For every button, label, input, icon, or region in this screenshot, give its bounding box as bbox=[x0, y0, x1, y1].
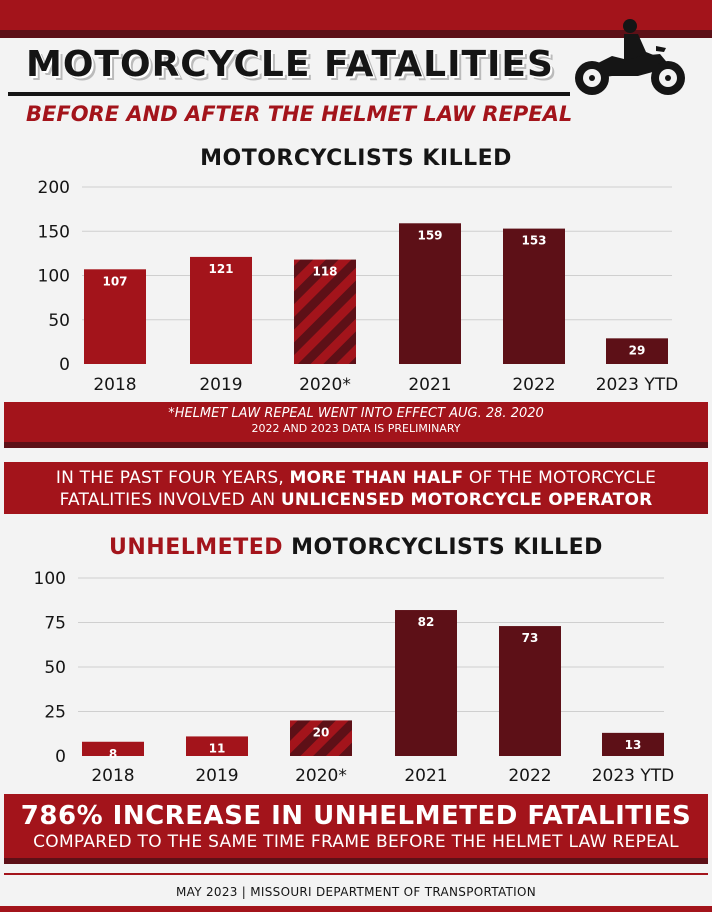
summary-subline: COMPARED TO THE SAME TIME FRAME BEFORE T… bbox=[33, 832, 679, 852]
bar-value-label: 107 bbox=[102, 274, 127, 288]
y-tick-label: 0 bbox=[59, 355, 70, 375]
x-category-label: 2022 bbox=[512, 375, 555, 395]
page-subtitle: BEFORE AND AFTER THE HELMET LAW REPEAL bbox=[26, 102, 573, 126]
bar-value-label: 8 bbox=[109, 747, 117, 761]
y-tick-label: 75 bbox=[44, 614, 66, 634]
y-tick-label: 50 bbox=[48, 311, 70, 331]
chart1-motorcyclists-killed: 0 50 100 150 200 107 2018 121 2019 118 2020* 159 202… bbox=[38, 178, 679, 395]
x-category-label: 2021 bbox=[404, 766, 447, 786]
title-underline bbox=[8, 92, 570, 96]
y-tick-label: 25 bbox=[44, 703, 66, 723]
y-tick-label: 100 bbox=[38, 267, 70, 287]
top-banner-stripe bbox=[0, 30, 712, 38]
callout-emphasis: MORE THAN HALF bbox=[289, 468, 464, 488]
bar-value-label: 118 bbox=[312, 265, 337, 279]
x-category-label: 2019 bbox=[199, 375, 242, 395]
callout-text: OF THE MOTORCYCLE bbox=[463, 468, 657, 488]
chart2-unhelmeted-killed: 0 25 50 75 100 8 2018 11 2019 20 2020* 82 2021 73 2022… bbox=[34, 569, 675, 786]
y-tick-label: 50 bbox=[44, 658, 66, 678]
bar bbox=[602, 732, 664, 756]
bar-value-label: 159 bbox=[417, 228, 442, 242]
x-category-label: 2018 bbox=[93, 375, 136, 395]
x-category-label: 2023 YTD bbox=[592, 766, 675, 786]
bar bbox=[294, 259, 356, 364]
bar bbox=[82, 741, 144, 756]
summary-band: 786% INCREASE IN UNHELMETED FATALITIES C… bbox=[4, 794, 708, 858]
chart2-title-rest: MOTORCYCLISTS KILLED bbox=[282, 535, 603, 560]
note-preliminary: 2022 AND 2023 DATA IS PRELIMINARY bbox=[251, 422, 461, 435]
summary-band-stripe bbox=[4, 858, 708, 864]
bar-value-label: 73 bbox=[522, 631, 539, 645]
footer-credit: MAY 2023 | MISSOURI DEPARTMENT OF TRANSP… bbox=[175, 885, 537, 899]
bar bbox=[395, 610, 457, 756]
bar bbox=[499, 626, 561, 756]
bar-value-label: 20 bbox=[313, 725, 330, 739]
bar-value-label: 13 bbox=[625, 738, 642, 752]
bar bbox=[290, 720, 352, 756]
x-category-label: 2018 bbox=[91, 766, 134, 786]
x-category-label: 2022 bbox=[508, 766, 551, 786]
x-category-label: 2023 YTD bbox=[596, 375, 679, 395]
footer-rule bbox=[4, 873, 708, 875]
notes-band: *HELMET LAW REPEAL WENT INTO EFFECT AUG.… bbox=[4, 402, 708, 442]
top-banner bbox=[0, 0, 712, 30]
bar-value-label: 29 bbox=[629, 343, 646, 357]
x-category-label: 2020* bbox=[295, 766, 347, 786]
notes-band-stripe bbox=[4, 442, 708, 448]
bar bbox=[606, 338, 668, 364]
bar bbox=[190, 256, 252, 364]
callout-band: IN THE PAST FOUR YEARS, MORE THAN HALF O… bbox=[4, 462, 708, 514]
bar-value-label: 153 bbox=[521, 234, 546, 248]
page-title: MOTORCYCLE FATALITIES bbox=[26, 44, 554, 85]
x-category-label: 2021 bbox=[408, 375, 451, 395]
bar bbox=[186, 736, 248, 756]
chart2-title: UNHELMETED MOTORCYCLISTS KILLED bbox=[0, 535, 712, 560]
x-category-label: 2019 bbox=[195, 766, 238, 786]
callout-text: IN THE PAST FOUR YEARS, bbox=[55, 468, 290, 488]
bar-value-label: 11 bbox=[209, 741, 226, 755]
callout-emphasis: UNLICENSED MOTORCYCLE OPERATOR bbox=[280, 490, 653, 510]
bar-value-label: 121 bbox=[208, 262, 233, 276]
note-repeal-date: *HELMET LAW REPEAL WENT INTO EFFECT AUG.… bbox=[168, 406, 544, 421]
summary-headline: 786% INCREASE IN UNHELMETED FATALITIES bbox=[20, 801, 692, 831]
callout-text: FATALITIES INVOLVED AN bbox=[59, 490, 281, 510]
y-tick-label: 150 bbox=[38, 222, 70, 242]
callout-line-1: IN THE PAST FOUR YEARS, MORE THAN HALF O… bbox=[4, 467, 708, 489]
motorcycle-rider-icon bbox=[575, 19, 685, 95]
y-tick-label: 100 bbox=[34, 569, 66, 589]
bottom-banner bbox=[0, 906, 712, 912]
y-tick-label: 0 bbox=[55, 747, 66, 767]
chart2-title-accent: UNHELMETED bbox=[109, 535, 283, 560]
bar bbox=[84, 269, 146, 364]
chart1-title: MOTORCYCLISTS KILLED bbox=[200, 146, 512, 171]
callout-line-2: FATALITIES INVOLVED AN UNLICENSED MOTORC… bbox=[4, 489, 708, 511]
bar-value-label: 82 bbox=[418, 615, 435, 629]
bar bbox=[503, 228, 565, 364]
y-tick-label: 200 bbox=[38, 178, 70, 198]
x-category-label: 2020* bbox=[299, 375, 351, 395]
bar bbox=[399, 223, 461, 364]
